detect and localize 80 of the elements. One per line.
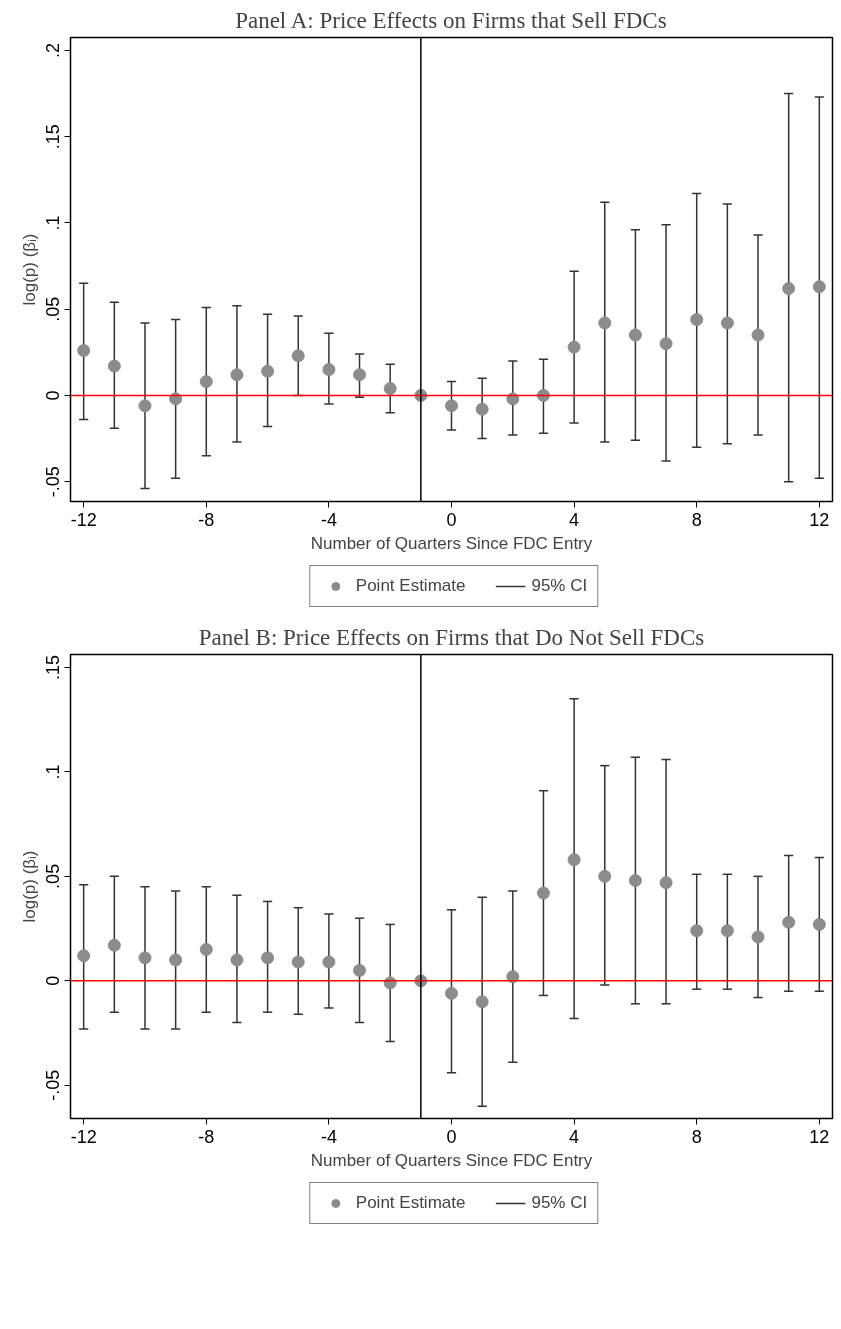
x-axis-title: Number of Quarters Since FDC Entry [310,533,593,553]
point [291,349,305,363]
y-axis-title: log(p) (βᵢ) [19,233,39,306]
point [230,368,244,382]
x-tick-label: -12 [70,1126,97,1147]
point [107,938,121,952]
point [567,853,581,867]
point [782,915,796,929]
y-tick-label: -.05 [43,1069,64,1101]
x-tick-label: -12 [70,509,97,530]
point [506,392,520,406]
point [261,951,275,965]
y-tick-label: .2 [43,42,64,58]
point [77,949,91,963]
y-tick-label: .05 [43,296,64,322]
x-tick-label: -8 [198,509,215,530]
point [567,340,581,354]
y-tick-label: .05 [43,863,64,889]
x-tick-label: 0 [446,1126,457,1147]
point [812,917,826,931]
point [445,986,458,1000]
x-tick-label: 8 [691,1126,702,1147]
x-tick-label: 12 [809,1126,830,1147]
y-axis-title: log(p) (βᵢ) [19,850,39,923]
point [751,328,765,342]
point [536,886,550,900]
x-tick-label: -4 [320,1126,337,1147]
point [782,281,796,295]
point [659,337,673,351]
text: 95% CI [531,576,588,596]
point [720,924,734,938]
x-tick-label: 12 [809,509,830,530]
point [322,363,336,377]
point [291,955,305,969]
y-tick-label: .1 [43,764,64,780]
point [598,316,612,330]
point [720,316,734,330]
point [199,943,213,956]
text: 95% CI [531,1193,588,1213]
x-tick-label: 0 [446,509,457,530]
x-tick-label: -8 [198,1126,215,1147]
point [77,344,91,358]
point [261,364,275,378]
y-tick-label: 0 [43,390,64,401]
x-tick-label: -4 [320,509,337,530]
x-tick-label: 4 [569,1126,580,1147]
x-tick-label: 4 [569,509,580,530]
point [107,359,121,373]
x-axis-title: Number of Quarters Since FDC Entry [310,1150,593,1170]
point [199,375,213,389]
y-tick-label: .1 [43,215,64,231]
point [230,953,244,967]
legend-label: Point Estimate [355,576,466,596]
chart-title: Panel B: Price Effects on Firms that Do Not Sell FDCs [198,624,705,650]
y-tick-label: -.05 [43,466,64,498]
point [169,392,183,406]
y-tick-label: 0 [43,975,64,986]
point [812,280,826,294]
point [598,869,612,883]
point [322,955,336,969]
chart-title: Panel A: Price Effects on Firms that Sell FDCs [235,7,667,33]
point [138,951,152,965]
point [353,963,367,977]
point [751,930,765,944]
point [628,874,642,888]
point [659,876,673,890]
point [353,368,367,382]
point [690,313,704,327]
point [383,382,397,396]
point [475,995,489,1009]
point [169,953,183,967]
y-tick-label: .15 [43,654,64,680]
point [628,328,642,342]
point [445,399,458,413]
legend-label: Point Estimate [355,1193,466,1213]
point [138,399,152,413]
x-tick-label: 8 [691,509,702,530]
y-tick-label: .15 [43,124,64,150]
point [475,402,489,416]
point [690,924,704,938]
